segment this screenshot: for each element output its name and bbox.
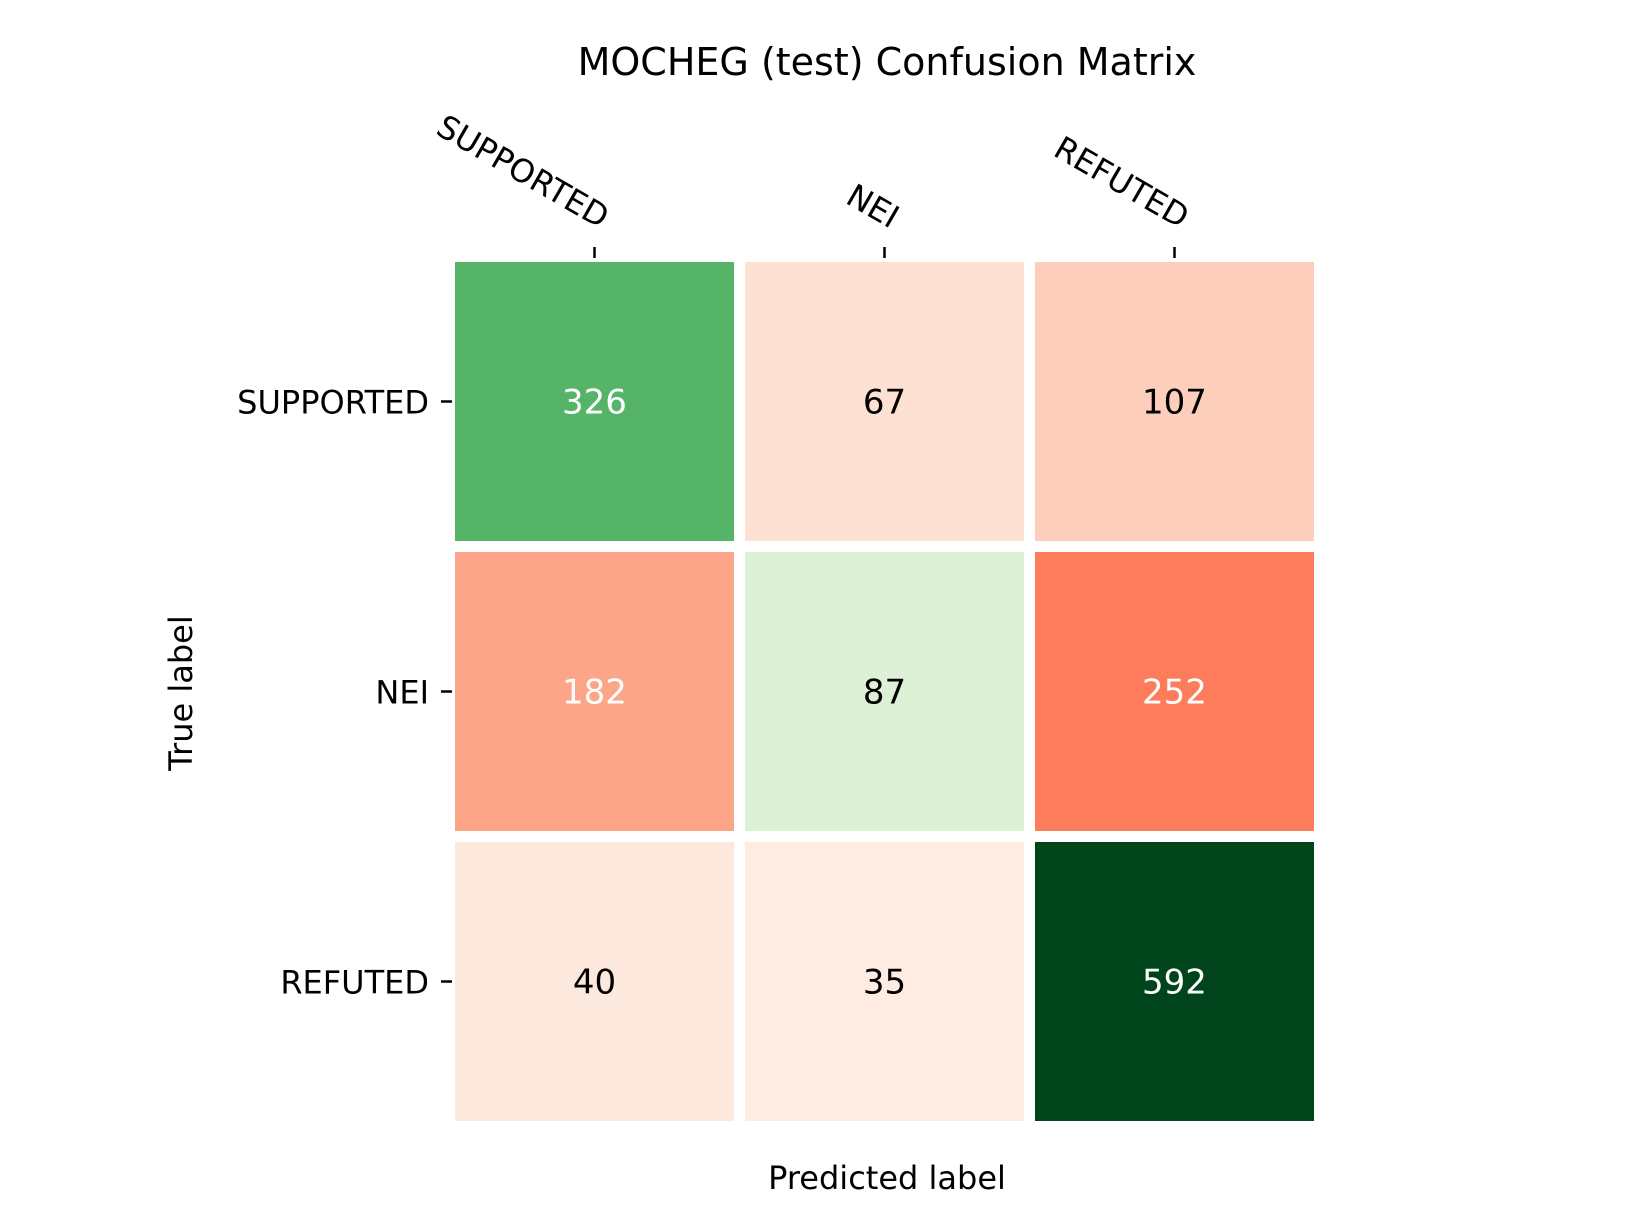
y-tick-label-supported: SUPPORTED	[237, 384, 429, 422]
x-tick-label-refuted: REFUTED	[1048, 129, 1196, 236]
cell-value-refuted-supported: 40	[573, 963, 616, 1003]
y-tick-label-refuted: REFUTED	[280, 964, 429, 1002]
cell-value-supported-nei: 67	[863, 383, 906, 423]
cell-nei-supported	[455, 552, 734, 831]
cell-refuted-refuted	[1035, 842, 1314, 1121]
cell-value-supported-supported: 326	[562, 383, 627, 423]
cell-value-refuted-refuted: 592	[1142, 963, 1207, 1003]
y-axis-ticks: SUPPORTED NEI REFUTED	[237, 384, 452, 1002]
cell-refuted-supported	[455, 842, 734, 1121]
cell-supported-refuted	[1035, 262, 1314, 541]
x-tick-label-supported: SUPPORTED	[430, 107, 615, 236]
y-tick-label-nei: NEI	[375, 674, 429, 712]
y-axis-label: True label	[162, 615, 200, 772]
cell-nei-refuted	[1035, 552, 1314, 831]
cell-supported-supported	[455, 262, 734, 541]
cell-nei-nei	[745, 552, 1024, 831]
chart-title: MOCHEG (test) Confusion Matrix	[578, 40, 1197, 84]
cell-refuted-nei	[745, 842, 1024, 1121]
cell-value-nei-supported: 182	[562, 673, 627, 713]
cell-value-supported-refuted: 107	[1142, 383, 1207, 423]
cell-value-nei-nei: 87	[863, 673, 906, 713]
x-axis-label: Predicted label	[768, 1159, 1006, 1197]
cell-supported-nei	[745, 262, 1024, 541]
x-axis-ticks: SUPPORTED NEI REFUTED	[430, 107, 1196, 258]
cell-value-nei-refuted: 252	[1142, 673, 1207, 713]
x-tick-label-nei: NEI	[840, 176, 905, 236]
heatmap-cells: 326 67 107 182 87 252 40 35 592	[455, 262, 1314, 1121]
cell-value-refuted-nei: 35	[863, 963, 906, 1003]
